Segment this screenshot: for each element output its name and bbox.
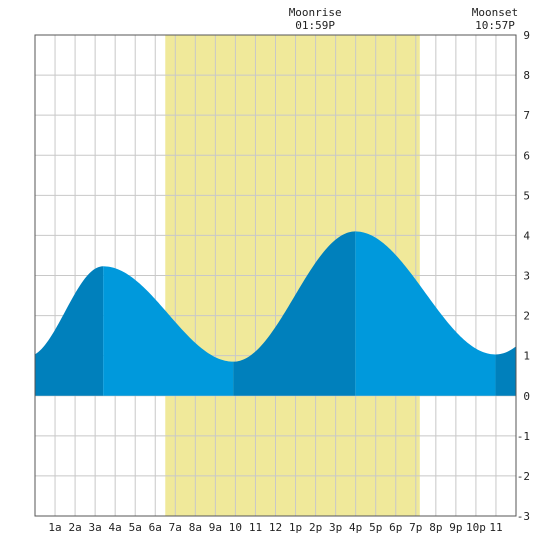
- x-tick-label: 1a: [48, 521, 61, 534]
- y-tick-label: 9: [523, 29, 530, 42]
- y-tick-label: 5: [523, 189, 530, 202]
- rising-tide-segment: [495, 346, 516, 396]
- x-tick-label: 10p: [466, 521, 486, 534]
- x-tick-labels: 1a 2a 3a 4a 5a 6a 7a 8a 9a 10 11 12 1p 2p 3p 4p 5p 6p 7p 8p…: [48, 521, 502, 534]
- x-tick-label: 11: [489, 521, 502, 534]
- x-tick-label: 6a: [149, 521, 162, 534]
- y-tick-label: 3: [523, 270, 530, 283]
- x-tick-label: 3p: [329, 521, 342, 534]
- x-tick-label: 5p: [369, 521, 382, 534]
- y-tick-label: 2: [523, 310, 530, 323]
- x-tick-label: 6p: [389, 521, 402, 534]
- moon-event-label: Moonset: [472, 6, 518, 19]
- x-tick-label: 4a: [109, 521, 122, 534]
- rising-tide-segment: [35, 266, 104, 396]
- x-tick-label: 8a: [189, 521, 202, 534]
- x-tick-label: 4p: [349, 521, 362, 534]
- x-tick-label: 7a: [169, 521, 182, 534]
- y-tick-label: 6: [523, 149, 530, 162]
- x-tick-label: 10: [229, 521, 242, 534]
- plot-frame: [34, 34, 517, 517]
- y-tick-label: 1: [523, 350, 530, 363]
- x-tick-label: 8p: [429, 521, 442, 534]
- x-tick-label: 12: [269, 521, 282, 534]
- y-tick-label: 0: [523, 390, 530, 403]
- x-tick-label: 3a: [89, 521, 102, 534]
- y-tick-label: 7: [523, 109, 530, 122]
- tide-area: [35, 231, 516, 396]
- y-tick-label: -2: [517, 470, 530, 483]
- x-tick-label: 7p: [409, 521, 422, 534]
- x-tick-label: 11: [249, 521, 262, 534]
- x-tick-label: 5a: [129, 521, 142, 534]
- x-tick-label: 1p: [289, 521, 302, 534]
- x-tick-label: 9a: [209, 521, 222, 534]
- falling-tide-segment: [355, 231, 496, 396]
- falling-tide-segment: [103, 266, 234, 396]
- x-tick-label: 9p: [449, 521, 462, 534]
- y-tick-label: -3: [517, 510, 530, 523]
- grid-lines: [35, 35, 516, 516]
- x-tick-label: 2p: [309, 521, 322, 534]
- y-tick-label: 4: [523, 229, 530, 242]
- y-tick-label: -1: [517, 430, 530, 443]
- y-tick-labels: -3 -2 -1 0 1 2 3 4 5 6 7 8 9: [517, 29, 531, 523]
- moon-event-time: 01:59P: [295, 19, 335, 32]
- x-tick-label: 2a: [68, 521, 81, 534]
- moon-event-time: 10:57P: [475, 19, 515, 32]
- rising-tide-segment: [233, 231, 356, 396]
- moon-event-label: Moonrise: [289, 6, 342, 19]
- y-tick-label: 8: [523, 69, 530, 82]
